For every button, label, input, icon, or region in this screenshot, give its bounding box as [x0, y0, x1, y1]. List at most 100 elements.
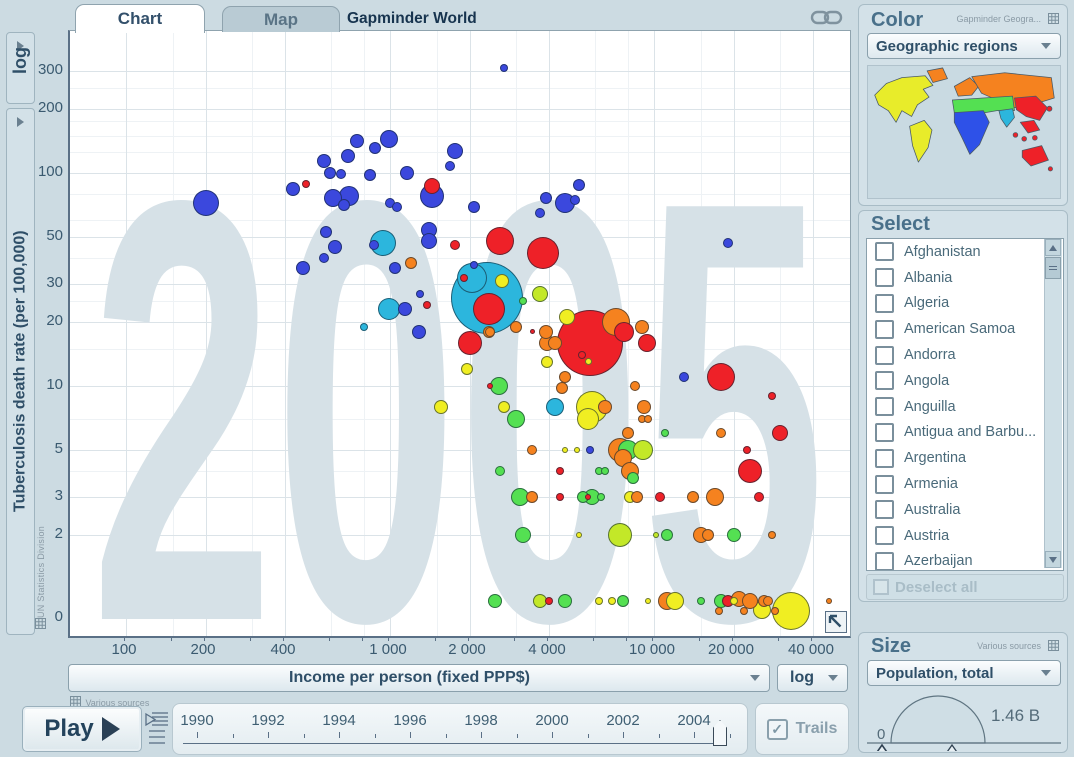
- country-checkbox[interactable]: [875, 422, 894, 442]
- country-bubble[interactable]: [737, 458, 762, 483]
- country-bubble[interactable]: [569, 194, 580, 205]
- country-bubble[interactable]: [377, 298, 400, 320]
- country-list-item[interactable]: Andorra: [867, 342, 1063, 368]
- country-bubble[interactable]: [540, 192, 552, 205]
- country-bubble[interactable]: [379, 129, 398, 148]
- trails-toggle[interactable]: ✓ Trails: [755, 703, 849, 755]
- country-bubble[interactable]: [400, 166, 414, 180]
- country-list-item[interactable]: Algeria: [867, 291, 1063, 317]
- country-checkbox[interactable]: [875, 371, 894, 391]
- country-bubble[interactable]: [486, 383, 493, 389]
- country-bubble[interactable]: [665, 592, 684, 610]
- country-bubble[interactable]: [722, 237, 733, 248]
- country-bubble[interactable]: [614, 321, 634, 342]
- country-bubble[interactable]: [608, 522, 633, 547]
- scroll-down-button[interactable]: [1045, 551, 1061, 568]
- country-bubble[interactable]: [653, 531, 660, 538]
- country-bubble[interactable]: [423, 177, 440, 194]
- country-bubble[interactable]: [544, 597, 553, 605]
- data-table-icon[interactable]: [1048, 13, 1059, 24]
- play-button[interactable]: Play: [22, 706, 142, 752]
- country-bubble[interactable]: [634, 319, 649, 334]
- country-bubble[interactable]: [740, 607, 749, 616]
- country-bubble[interactable]: [404, 256, 417, 269]
- country-bubble[interactable]: [545, 397, 564, 416]
- country-checkbox[interactable]: [875, 319, 894, 339]
- country-bubble[interactable]: [574, 447, 581, 454]
- country-list-item[interactable]: Argentina: [867, 445, 1063, 471]
- country-bubble[interactable]: [526, 491, 538, 504]
- country-bubble[interactable]: [541, 355, 554, 368]
- country-bubble[interactable]: [412, 324, 427, 339]
- country-bubble[interactable]: [754, 492, 765, 503]
- country-bubble[interactable]: [488, 594, 503, 608]
- country-bubble[interactable]: [726, 527, 741, 542]
- country-list-item[interactable]: Azerbaijan: [867, 549, 1063, 570]
- country-bubble[interactable]: [644, 415, 653, 423]
- country-list[interactable]: Afghanistan Albania Algeria American Samoa A…: [866, 238, 1064, 571]
- country-bubble[interactable]: [701, 528, 714, 541]
- size-range-gauge[interactable]: 0 1.46 B: [863, 689, 1065, 751]
- country-bubble[interactable]: [555, 466, 564, 475]
- country-bubble[interactable]: [316, 153, 331, 168]
- country-list-item[interactable]: Australia: [867, 497, 1063, 523]
- country-bubble[interactable]: [607, 597, 616, 605]
- country-list-item[interactable]: Antigua and Barbu...: [867, 420, 1063, 446]
- country-list-item[interactable]: Angola: [867, 368, 1063, 394]
- country-bubble[interactable]: [457, 330, 482, 355]
- size-slider-max-handle[interactable]: [945, 743, 959, 751]
- country-list-scrollbar[interactable]: [1044, 239, 1062, 568]
- country-bubble[interactable]: [468, 201, 480, 214]
- tab-map[interactable]: Map: [222, 6, 340, 32]
- tab-chart[interactable]: Chart: [75, 4, 205, 33]
- country-bubble[interactable]: [519, 297, 528, 306]
- country-bubble[interactable]: [485, 226, 514, 255]
- country-bubble[interactable]: [576, 408, 599, 430]
- country-bubble[interactable]: [770, 607, 779, 616]
- country-bubble[interactable]: [319, 225, 332, 238]
- country-bubble[interactable]: [350, 134, 364, 149]
- deselect-all-button[interactable]: Deselect all: [866, 574, 1064, 600]
- region-color-map[interactable]: [867, 65, 1061, 199]
- country-bubble[interactable]: [714, 607, 723, 616]
- y-axis-indicator-button[interactable]: Tuberculosis death rate (per 100,000): [6, 108, 35, 635]
- country-bubble[interactable]: [768, 391, 776, 400]
- country-bubble[interactable]: [559, 309, 576, 326]
- country-bubble[interactable]: [335, 168, 346, 179]
- country-bubble[interactable]: [446, 142, 463, 159]
- country-bubble[interactable]: [527, 237, 560, 270]
- country-list-item[interactable]: Austria: [867, 523, 1063, 549]
- timeline-slider[interactable]: 1990 1992 1994 1996 1998 2000 2002 2004: [172, 703, 748, 755]
- country-bubble[interactable]: [696, 597, 705, 605]
- scroll-up-button[interactable]: [1045, 239, 1061, 256]
- country-bubble[interactable]: [743, 446, 751, 455]
- country-bubble[interactable]: [547, 335, 562, 350]
- country-bubble[interactable]: [585, 358, 593, 366]
- country-checkbox[interactable]: [875, 242, 894, 262]
- country-checkbox[interactable]: [875, 551, 894, 570]
- country-bubble[interactable]: [716, 428, 727, 439]
- timeline-handle[interactable]: [713, 720, 727, 746]
- country-bubble[interactable]: [323, 167, 336, 179]
- country-bubble[interactable]: [626, 472, 639, 484]
- country-bubble[interactable]: [729, 597, 738, 605]
- country-bubble[interactable]: [364, 168, 376, 181]
- country-list-item[interactable]: Afghanistan: [867, 239, 1063, 265]
- country-bubble[interactable]: [600, 466, 609, 475]
- size-indicator-dropdown[interactable]: Population, total: [867, 660, 1061, 686]
- country-bubble[interactable]: [654, 492, 665, 503]
- country-bubble[interactable]: [391, 202, 402, 213]
- country-bubble[interactable]: [301, 179, 310, 188]
- color-indicator-dropdown[interactable]: Geographic regions: [867, 33, 1061, 59]
- country-bubble[interactable]: [495, 465, 505, 476]
- country-bubble[interactable]: [494, 274, 509, 289]
- country-bubble[interactable]: [529, 329, 535, 335]
- country-bubble[interactable]: [630, 491, 643, 504]
- size-slider-min-handle[interactable]: [875, 743, 889, 751]
- country-bubble[interactable]: [707, 363, 736, 392]
- country-bubble[interactable]: [449, 239, 460, 250]
- country-bubble[interactable]: [338, 198, 351, 211]
- country-bubble[interactable]: [562, 447, 569, 454]
- country-bubble[interactable]: [485, 326, 496, 337]
- country-bubble[interactable]: [660, 429, 669, 438]
